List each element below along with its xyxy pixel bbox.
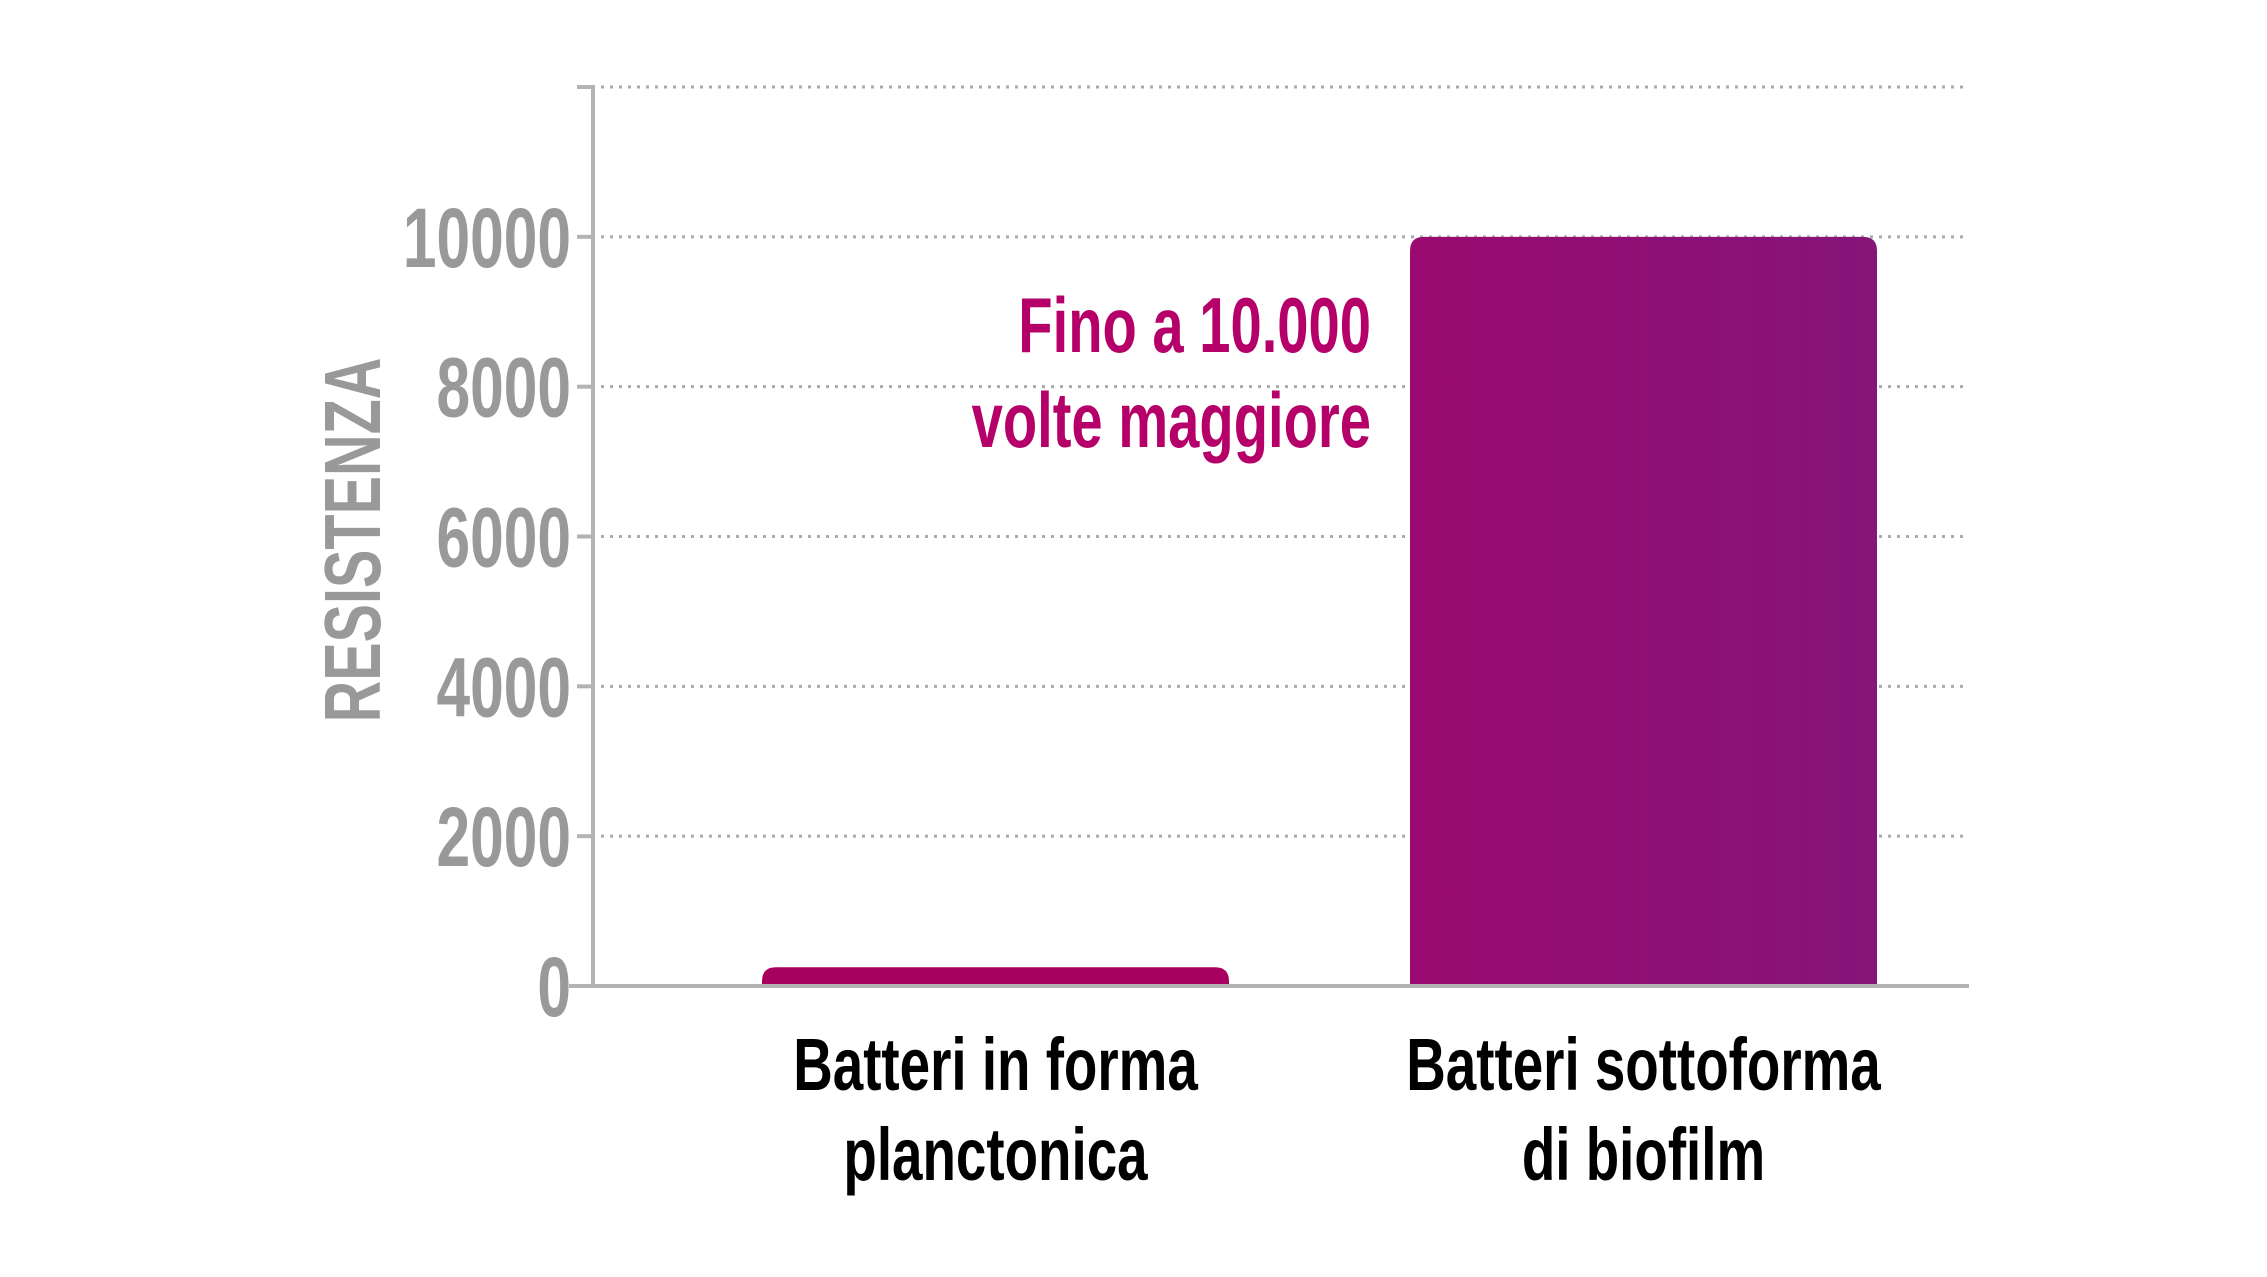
bar [1410, 236, 1877, 987]
axes [569, 85, 1969, 988]
category-label: di biofilm [1522, 1113, 1765, 1196]
y-tick-label: 8000 [436, 341, 571, 435]
y-tick-label: 2000 [436, 790, 571, 884]
y-tick-label: 4000 [436, 641, 571, 735]
bar [762, 967, 1229, 986]
y-axis-label: RESISTENZA [308, 358, 398, 723]
annotation-text: volte maggiore [972, 377, 1371, 464]
y-tick-label: 6000 [436, 491, 571, 585]
bars [762, 236, 1877, 987]
y-tick-label: 10000 [403, 191, 571, 285]
category-label: Batteri sottoforma [1406, 1023, 1881, 1106]
y-tick-label: 0 [537, 940, 571, 1034]
annotation-text: Fino a 10.000 [1018, 282, 1371, 369]
category-label: Batteri in forma [793, 1023, 1198, 1106]
gridlines [601, 85, 1969, 838]
category-label: planctonica [843, 1113, 1148, 1196]
